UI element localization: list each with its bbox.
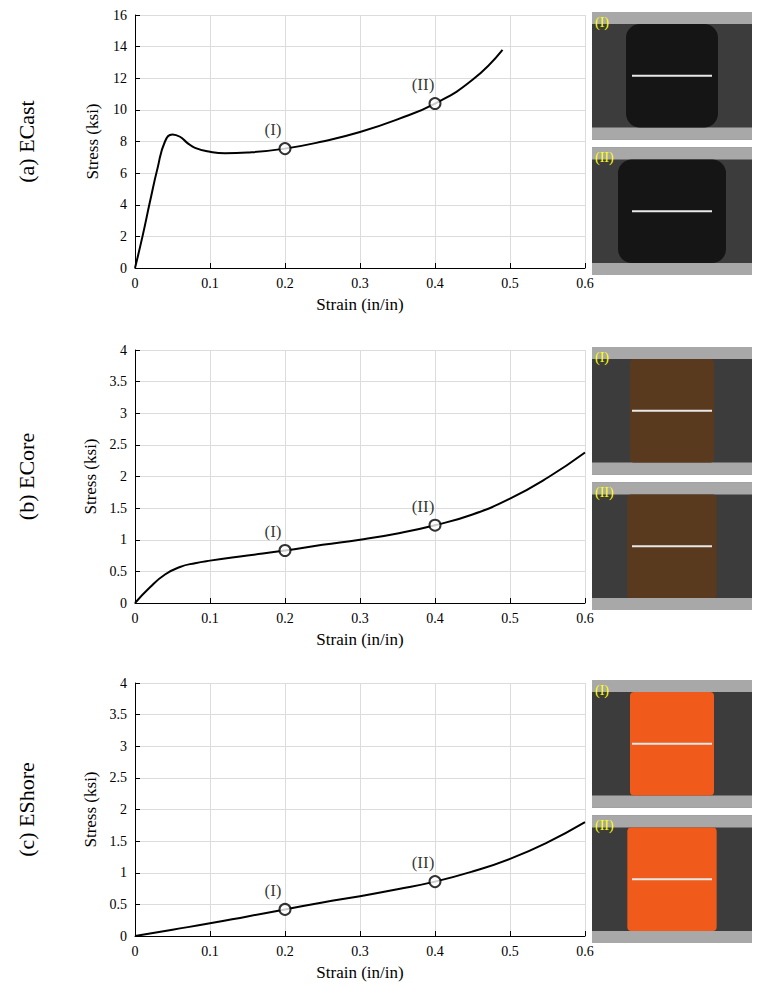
svg-text:(c) EShore: (c) EShore — [14, 762, 39, 857]
svg-text:0.2: 0.2 — [276, 944, 294, 959]
svg-text:0.4: 0.4 — [426, 611, 444, 626]
svg-text:Stress (ksi): Stress (ksi) — [81, 771, 100, 847]
svg-text:(I): (I) — [595, 683, 609, 699]
svg-text:3: 3 — [120, 739, 127, 754]
svg-text:0.5: 0.5 — [110, 897, 128, 912]
svg-text:0.1: 0.1 — [201, 611, 219, 626]
svg-text:(II): (II) — [412, 497, 435, 516]
svg-text:Strain (in/in): Strain (in/in) — [316, 295, 403, 314]
svg-text:(I): (I) — [265, 522, 282, 541]
svg-text:0: 0 — [120, 596, 127, 611]
svg-text:6: 6 — [120, 166, 127, 181]
svg-text:(II): (II) — [412, 75, 435, 94]
svg-text:(I): (I) — [265, 120, 282, 139]
svg-text:4: 4 — [120, 197, 127, 212]
svg-text:(b) ECore: (b) ECore — [14, 433, 39, 520]
svg-text:1: 1 — [120, 865, 127, 880]
svg-text:0.1: 0.1 — [201, 276, 219, 291]
svg-text:0.5: 0.5 — [501, 944, 519, 959]
svg-text:2: 2 — [120, 469, 127, 484]
svg-text:0.3: 0.3 — [351, 611, 369, 626]
svg-text:0.6: 0.6 — [576, 611, 594, 626]
svg-text:Strain (in/in): Strain (in/in) — [316, 963, 403, 982]
svg-text:Strain (in/in): Strain (in/in) — [316, 630, 403, 649]
svg-text:4: 4 — [120, 676, 127, 691]
svg-text:0: 0 — [132, 944, 139, 959]
svg-text:4: 4 — [120, 343, 127, 358]
svg-text:0: 0 — [132, 611, 139, 626]
svg-text:3.5: 3.5 — [110, 374, 128, 389]
svg-text:0.6: 0.6 — [576, 276, 594, 291]
svg-text:0: 0 — [120, 929, 127, 944]
svg-text:(I): (I) — [595, 15, 609, 31]
svg-text:0: 0 — [120, 261, 127, 276]
svg-text:0.4: 0.4 — [426, 944, 444, 959]
svg-text:1.5: 1.5 — [110, 834, 128, 849]
svg-text:0.2: 0.2 — [276, 611, 294, 626]
svg-text:Stress (ksi): Stress (ksi) — [81, 438, 100, 514]
svg-text:3: 3 — [120, 406, 127, 421]
svg-text:Stress (ksi): Stress (ksi) — [83, 103, 102, 179]
svg-text:(II): (II) — [595, 818, 614, 834]
svg-text:16: 16 — [113, 8, 127, 23]
svg-text:(I): (I) — [265, 881, 282, 900]
svg-text:0.4: 0.4 — [426, 276, 444, 291]
svg-text:0.1: 0.1 — [201, 944, 219, 959]
svg-text:2.5: 2.5 — [110, 437, 128, 452]
svg-text:2: 2 — [120, 229, 127, 244]
svg-text:2.5: 2.5 — [110, 770, 128, 785]
svg-text:(a) ECast: (a) ECast — [14, 100, 39, 182]
svg-text:(I): (I) — [595, 350, 609, 366]
svg-text:(II): (II) — [595, 150, 614, 166]
svg-text:1: 1 — [120, 532, 127, 547]
svg-text:(II): (II) — [412, 853, 435, 872]
svg-text:0: 0 — [132, 276, 139, 291]
svg-text:1.5: 1.5 — [110, 501, 128, 516]
svg-text:2: 2 — [120, 802, 127, 817]
svg-text:0.2: 0.2 — [276, 276, 294, 291]
svg-text:3.5: 3.5 — [110, 707, 128, 722]
svg-text:0.3: 0.3 — [351, 276, 369, 291]
svg-text:(II): (II) — [595, 485, 614, 501]
svg-text:8: 8 — [120, 134, 127, 149]
svg-text:0.5: 0.5 — [501, 276, 519, 291]
svg-text:12: 12 — [113, 71, 127, 86]
svg-text:0.3: 0.3 — [351, 944, 369, 959]
svg-text:0.5: 0.5 — [501, 611, 519, 626]
svg-text:10: 10 — [113, 102, 127, 117]
svg-text:0.6: 0.6 — [576, 944, 594, 959]
svg-text:14: 14 — [113, 39, 127, 54]
svg-text:0.5: 0.5 — [110, 564, 128, 579]
